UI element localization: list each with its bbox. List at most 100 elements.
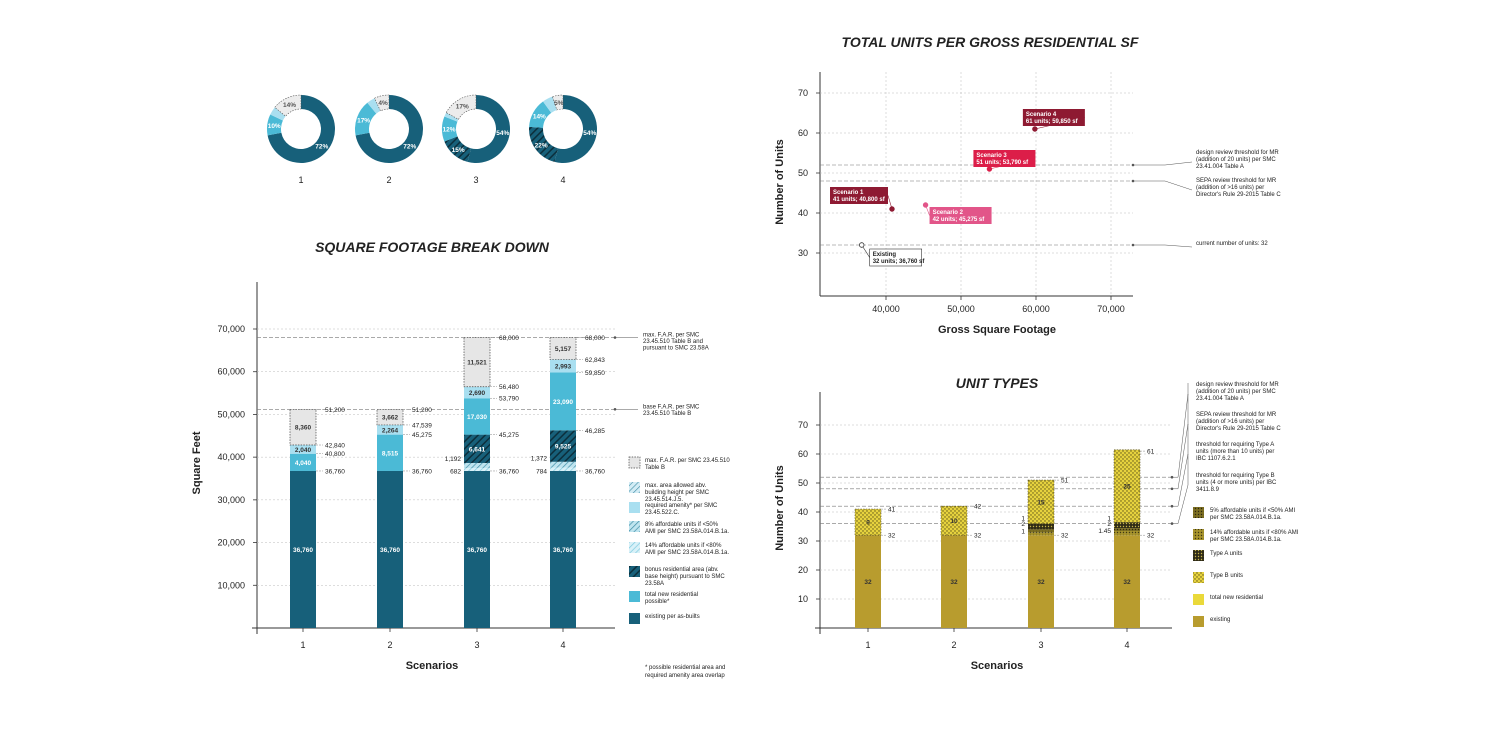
sqft-bar-value-label: 3,662 bbox=[382, 415, 399, 422]
sqft-left-label: 1,372 bbox=[531, 455, 548, 462]
units-y-tick-label: 30 bbox=[798, 536, 808, 546]
sqft-legend-label-line: AMI per SMC 23.58A.014.B.1a. bbox=[645, 550, 729, 556]
sqft-legend-swatch bbox=[629, 542, 640, 553]
scatter-point-name: Scenario 3 bbox=[976, 153, 1007, 159]
sqft-bar-value-label: 2,264 bbox=[382, 427, 399, 434]
units-bar-segment bbox=[854, 508, 882, 536]
sqft-side-label: 45,275 bbox=[412, 432, 432, 439]
units-bar-value-label: 15 bbox=[1037, 499, 1045, 506]
sqft-side-label: 45,275 bbox=[499, 432, 519, 439]
scatter-reference-label-line: SEPA review threshold for MR bbox=[1196, 178, 1277, 184]
scatter-x-tick-label: 60,000 bbox=[1022, 304, 1050, 314]
donut-1-slice-label: 14% bbox=[283, 102, 296, 109]
units-y-tick-label: 40 bbox=[798, 507, 808, 517]
units-legend-label-line: Type B units bbox=[1210, 573, 1243, 579]
units-left-label: 1.45 bbox=[1098, 528, 1111, 535]
sqft-legend-label: 8% affordable units if <50% AMI per SMC 2… bbox=[645, 522, 729, 535]
units-x-axis-label: Scenarios bbox=[971, 660, 1024, 672]
sqft-y-tick-label: 60,000 bbox=[217, 367, 245, 377]
donut-2-label: 2 bbox=[386, 175, 391, 185]
units-legend-swatch bbox=[1193, 529, 1204, 540]
units-legend-label-line: existing bbox=[1210, 617, 1230, 623]
sqft-bar-value-label: 11,521 bbox=[467, 360, 487, 367]
sqft-legend-label: total new residential possible* bbox=[645, 592, 698, 605]
sqft-side-label: 56,480 bbox=[499, 384, 519, 391]
sqft-side-label: 51,200 bbox=[412, 407, 432, 414]
sqft-left-label: 1,192 bbox=[445, 456, 462, 463]
sqft-x-tick-label: 1 bbox=[300, 640, 305, 650]
sqft-legend-label: required amenity* per SMC 23.45.522.C. bbox=[645, 503, 718, 516]
scatter-point-name: Existing bbox=[873, 252, 897, 258]
scatter-x-tick-label: 50,000 bbox=[947, 304, 975, 314]
sqft-legend-label-line: total new residential bbox=[645, 592, 698, 598]
units-side-label: 41 bbox=[888, 507, 896, 514]
donut-4-slice-label: 14% bbox=[533, 113, 546, 120]
units-bar-segment bbox=[1114, 535, 1140, 628]
sqft-y-tick-label: 30,000 bbox=[217, 495, 245, 505]
sqft-legend-label-line: existing per as-builts bbox=[645, 614, 700, 620]
sqft-legend-swatch bbox=[628, 456, 641, 469]
sqft-bar-value-label: 36,760 bbox=[380, 547, 400, 554]
units-reference-label-line: Director's Rule 29-2015 Table C bbox=[1196, 426, 1281, 432]
scatter-reference-leader bbox=[1133, 244, 1193, 248]
units-bar-segment bbox=[940, 505, 968, 536]
sqft-side-label: 68,000 bbox=[585, 335, 605, 342]
scatter-reference-label: SEPA review threshold for MR (addition of… bbox=[1196, 178, 1281, 198]
sqft-bar-segment bbox=[463, 337, 491, 388]
sqft-legend-label: existing per as-builts bbox=[645, 614, 700, 620]
sqft-bar-segment bbox=[464, 386, 490, 399]
units-x-tick-label: 1 bbox=[865, 640, 870, 650]
scatter-y-tick-label: 60 bbox=[798, 128, 808, 138]
units-legend-label: total new residential bbox=[1210, 595, 1263, 601]
donut-1-slice bbox=[274, 94, 302, 117]
donut-4-slice-label: 5% bbox=[554, 100, 564, 107]
sqft-legend-label-line: max. area allowed abv. bbox=[645, 483, 707, 489]
sqft-side-label: 53,790 bbox=[499, 396, 519, 403]
donut-3-slice-label: 12% bbox=[442, 127, 455, 134]
units-y-tick-label: 20 bbox=[798, 565, 808, 575]
sqft-side-label: 47,539 bbox=[412, 422, 432, 429]
scatter-point-name: Scenario 4 bbox=[1026, 112, 1057, 118]
units-reference-label-line: (addition of 20 units) per SMC bbox=[1196, 389, 1276, 395]
scatter-reference-dot bbox=[1131, 243, 1135, 247]
donut-4-slice bbox=[528, 126, 559, 162]
sqft-side-label: 36,760 bbox=[499, 468, 519, 475]
sqft-bar-segment bbox=[377, 470, 403, 628]
sqft-legend-label-line: Table B bbox=[645, 465, 665, 471]
units-reference-dot bbox=[1170, 475, 1174, 479]
sqft-bar-segment bbox=[550, 461, 576, 468]
sqft-y-tick-label: 20,000 bbox=[217, 538, 245, 548]
units-legend-label-line: Type A units bbox=[1210, 551, 1242, 557]
donut-4-slice-label: 22% bbox=[535, 142, 548, 149]
sqft-side-label: 51,200 bbox=[325, 407, 345, 414]
scatter-callout-box bbox=[929, 207, 992, 224]
scatter-reference-label: current number of units: 32 bbox=[1196, 241, 1268, 247]
units-legend-label-line: total new residential bbox=[1210, 595, 1263, 601]
scatter-reference-dot bbox=[1131, 163, 1135, 167]
units-legend-label: Type B units bbox=[1210, 573, 1243, 579]
units-reference-label-line: 23.41.004 Table A bbox=[1196, 396, 1244, 402]
units-legend-swatch bbox=[1193, 616, 1204, 627]
sqft-legend-label-line: max. F.A.R. per SMC 23.45.510 bbox=[645, 458, 730, 464]
scatter-reference-dot bbox=[1131, 179, 1135, 183]
units-legend-swatch bbox=[1193, 594, 1204, 605]
donut-2-slice bbox=[355, 95, 423, 163]
donut-3-slice bbox=[444, 136, 472, 162]
sqft-bar-value-label: 36,760 bbox=[293, 547, 313, 554]
sqft-bar-value-label: 17,030 bbox=[467, 414, 487, 421]
scatter-point-name: Scenario 2 bbox=[933, 210, 964, 216]
square-footage-chart: SQUARE FOOTAGE BREAK DOWN Square Feet Sc… bbox=[191, 239, 730, 679]
units-side-label: 32 bbox=[1147, 533, 1155, 540]
scatter-callout-box bbox=[830, 187, 888, 204]
units-side-label: 42 bbox=[974, 504, 982, 511]
units-legend-label: Type A units bbox=[1210, 551, 1242, 557]
donut-4-slice bbox=[554, 95, 597, 163]
scatter-reference-label-line: 23.41.004 Table A bbox=[1196, 164, 1244, 170]
units-y-tick-label: 60 bbox=[798, 449, 808, 459]
units-bar-value-label: 32 bbox=[950, 579, 958, 586]
units-reference-leader bbox=[1172, 393, 1189, 478]
units-reference-label-line: design review threshold for MR bbox=[1196, 382, 1279, 388]
scatter-chart-title: TOTAL UNITS PER GROSS RESIDENTIAL SF bbox=[842, 34, 1139, 50]
donut-4-slice-label: 54% bbox=[583, 130, 596, 137]
sqft-bar-segment bbox=[464, 398, 490, 435]
